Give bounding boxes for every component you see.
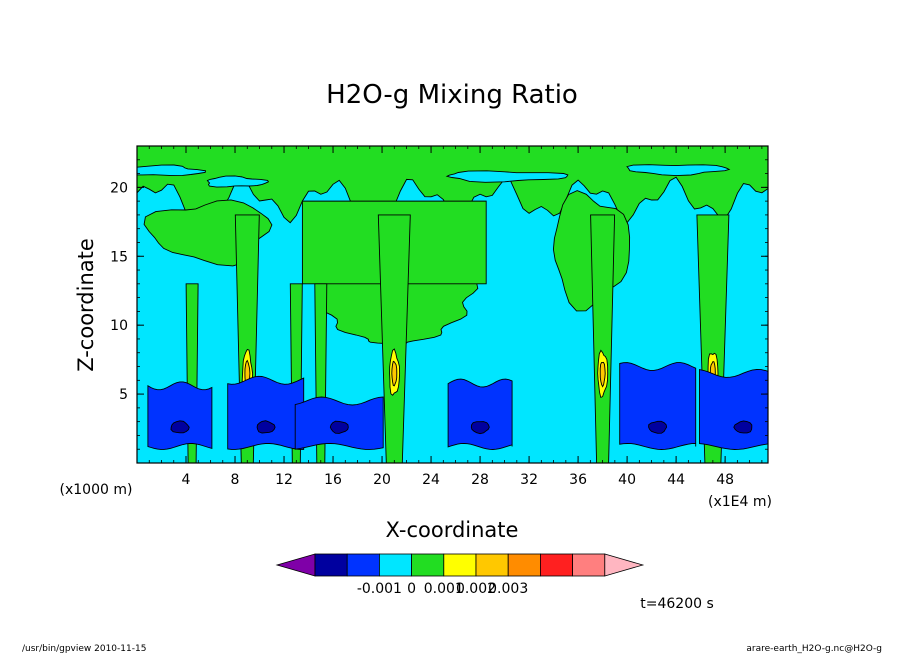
very-dry-core [648, 420, 668, 434]
colorbar-swatch [443, 553, 477, 577]
colorbar-swatch [346, 553, 380, 577]
dry-pocket [227, 375, 305, 450]
x-tick-label: 8 [231, 472, 240, 488]
moist-plume [377, 214, 411, 463]
x-tick-label: 48 [716, 472, 734, 488]
x-tick-label: 16 [324, 472, 342, 488]
y-tick-label: 20 [110, 180, 128, 196]
very-dry-core [170, 420, 190, 434]
x-tick-label: 28 [471, 472, 489, 488]
colorbar-swatch [314, 553, 348, 577]
colorbar-label: 0 [407, 581, 416, 597]
chart-title: H2O-g Mixing Ratio [326, 80, 578, 110]
x-unit-left: (x1000 m) [60, 482, 133, 498]
colorbar-arrow-high [604, 553, 645, 577]
colorbar-swatch [507, 553, 541, 577]
x-tick-label: 4 [182, 472, 191, 488]
contour-plot-area [137, 146, 768, 463]
plume-peak [391, 360, 398, 387]
y-tick-label: 15 [110, 249, 128, 265]
dry-pocket [699, 369, 768, 450]
dry-pocket [619, 362, 697, 450]
colorbar-swatch [411, 553, 445, 577]
colorbar-label: 0.002 [456, 581, 496, 597]
y-tick-label: 10 [110, 318, 128, 334]
very-dry-core [733, 420, 753, 434]
plot-frame [136, 145, 769, 464]
colorbar-label: -0.001 [357, 581, 402, 597]
y-tick-label: 5 [119, 387, 128, 403]
cyan-streak [626, 164, 731, 177]
x-tick-label: 12 [275, 472, 293, 488]
colorbar-swatch [572, 553, 606, 577]
footer-right: arare-earth_H2O-g.nc@H2O-g [746, 644, 882, 654]
colorbar-swatch [378, 553, 412, 577]
colorbar-swatch [540, 553, 574, 577]
plume-peak [599, 361, 606, 388]
x-tick-label: 36 [569, 472, 587, 488]
x-unit-right: (x1E4 m) [708, 494, 772, 510]
y-axis-label: Z-coordinate [74, 238, 98, 372]
moist-plume [590, 214, 616, 463]
x-tick-label: 40 [618, 472, 636, 488]
dry-pocket [147, 381, 213, 450]
x-axis-label: X-coordinate [386, 518, 519, 542]
very-dry-core [329, 420, 349, 434]
very-dry-core [470, 421, 490, 435]
colorbar-arrow-low [275, 553, 316, 577]
cyan-streak [445, 170, 569, 183]
colorbar-label: 0.003 [488, 581, 528, 597]
colorbar-label: 0.001 [424, 581, 464, 597]
dry-pocket [447, 378, 513, 450]
cyan-streak [137, 164, 207, 177]
colorbar-swatch [475, 553, 509, 577]
very-dry-core [256, 420, 276, 434]
cyan-streak [206, 175, 270, 188]
x-tick-label: 20 [373, 472, 391, 488]
time-label: t=46200 s [640, 596, 714, 612]
footer-left: /usr/bin/gpview 2010-11-15 [22, 644, 146, 654]
x-tick-label: 32 [520, 472, 538, 488]
x-tick-label: 44 [667, 472, 685, 488]
x-tick-label: 24 [422, 472, 440, 488]
